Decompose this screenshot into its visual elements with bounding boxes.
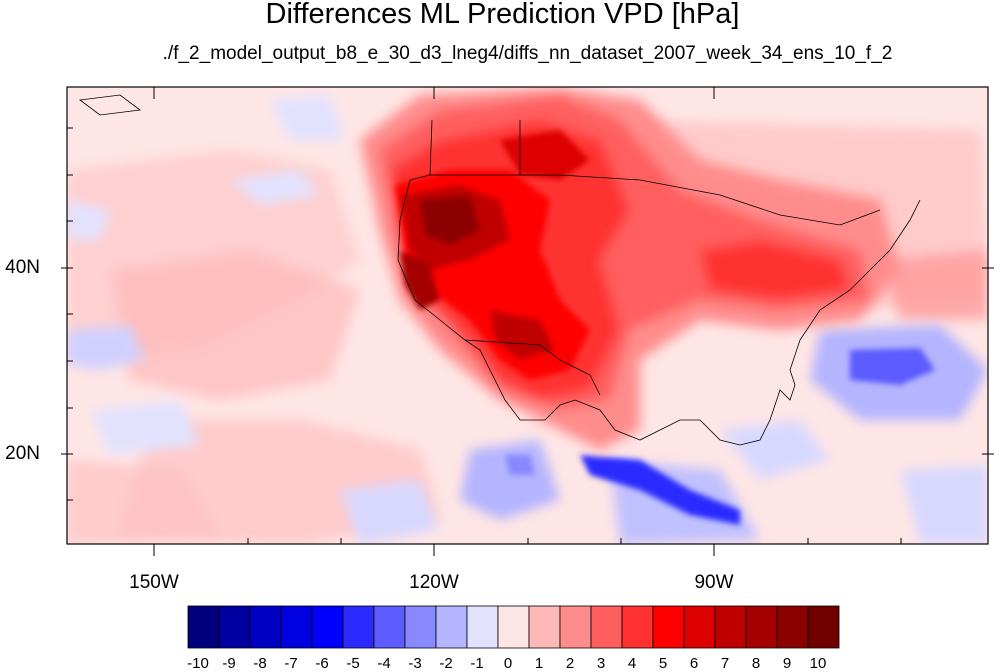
colorbar-box (528, 605, 561, 649)
lon-label-90w: 90W (694, 572, 734, 593)
map-subtitle: ./f_2_model_output_b8_e_30_d3_lneg4/diff… (162, 43, 893, 64)
colorbar-label: -4 (377, 655, 391, 672)
colorbar-label: -8 (253, 655, 267, 672)
colorbar-box (249, 605, 282, 649)
colorbar-label: 1 (534, 655, 544, 672)
colorbar-label: 0 (503, 655, 513, 672)
colorbar-label: -1 (470, 655, 484, 672)
colorbar-box (466, 605, 499, 649)
colorbar-box (435, 605, 468, 649)
lat-label-40n: 40N (5, 257, 40, 278)
colorbar-box (621, 605, 654, 649)
colorbar-box (342, 605, 375, 649)
colorbar-box (745, 605, 778, 649)
colorbar-box (590, 605, 623, 649)
colorbar-label: 8 (751, 655, 761, 672)
axis-ticks (61, 87, 994, 556)
colorbar-label: 7 (720, 655, 730, 672)
colorbar-label: -6 (315, 655, 329, 672)
map-title: Differences ML Prediction VPD [hPa] (265, 0, 740, 30)
colorbar-label: 4 (627, 655, 637, 672)
colorbar-box (218, 605, 251, 649)
coastline-outline (78, 94, 921, 446)
vpd-difference-field (67, 87, 988, 544)
colorbar-label: 10 (809, 655, 827, 672)
colorbar-box (187, 605, 220, 649)
colorbar-box (311, 605, 344, 649)
colorbar-label: 2 (565, 655, 575, 672)
colorbar-box (714, 605, 747, 649)
colorbar-label: -9 (222, 655, 236, 672)
lon-label-150w: 150W (129, 572, 179, 593)
colorbar-box (404, 605, 437, 649)
colorbar-label: 9 (782, 655, 792, 672)
colorbar-box (683, 605, 716, 649)
colorbar-box (280, 605, 313, 649)
colorbar-label: -5 (346, 655, 360, 672)
colorbar-box (497, 605, 530, 649)
colorbar-label: -3 (408, 655, 422, 672)
colorbar-box (776, 605, 809, 649)
colorbar-label: -10 (187, 655, 209, 672)
lon-label-120w: 120W (409, 572, 459, 593)
colorbar-label: -7 (284, 655, 298, 672)
colorbar-label: -2 (439, 655, 453, 672)
colorbar-box (807, 605, 840, 649)
colorbar-label: 6 (689, 655, 699, 672)
colorbar (187, 605, 840, 649)
colorbar-label: 5 (658, 655, 668, 672)
colorbar-box (559, 605, 592, 649)
colorbar-box (373, 605, 406, 649)
colorbar-label: 3 (596, 655, 606, 672)
lat-label-20n: 20N (5, 443, 40, 464)
colorbar-box (652, 605, 685, 649)
